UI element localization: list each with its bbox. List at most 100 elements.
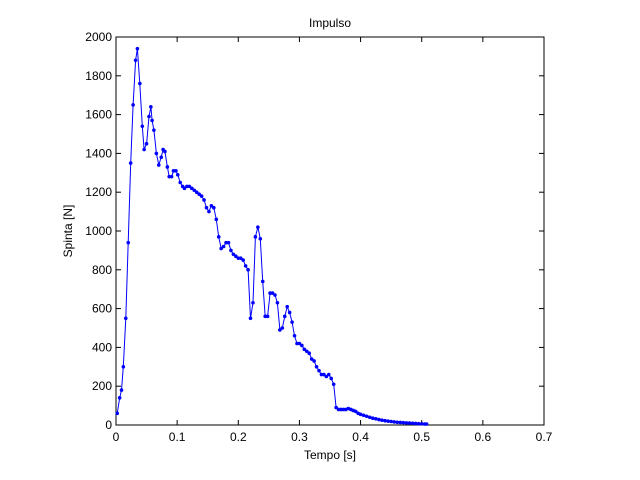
y-tick-label: 400 <box>92 340 112 354</box>
x-tick-label: 0.5 <box>413 430 430 444</box>
data-point <box>258 236 263 241</box>
data-point <box>307 351 312 356</box>
data-point <box>401 420 406 425</box>
data-point <box>317 368 321 373</box>
y-tick-label: 600 <box>92 302 112 316</box>
data-point <box>416 421 421 426</box>
data-point <box>154 151 159 156</box>
data-point <box>187 184 192 189</box>
series-points <box>115 46 429 426</box>
data-point <box>273 293 277 297</box>
data-point <box>207 209 211 214</box>
x-tick-label: 0.7 <box>536 430 553 444</box>
plot-area <box>115 36 545 426</box>
data-point <box>407 421 412 425</box>
data-point <box>371 416 375 421</box>
data-point <box>386 419 390 423</box>
data-point <box>353 409 358 414</box>
data-point <box>278 328 282 332</box>
data-point <box>248 316 253 321</box>
data-point <box>202 198 206 202</box>
data-point <box>246 268 250 272</box>
data-point <box>251 300 255 305</box>
data-point <box>212 205 216 210</box>
data-point <box>334 405 338 410</box>
data-point <box>419 422 424 426</box>
data-point <box>138 81 142 86</box>
data-point <box>147 114 151 119</box>
data-point <box>119 388 124 392</box>
data-point <box>229 248 233 253</box>
data-point <box>322 372 326 377</box>
data-point <box>253 235 258 239</box>
data-point <box>290 320 294 324</box>
data-point <box>194 190 199 194</box>
y-tick-label: 800 <box>92 263 112 277</box>
data-point <box>178 180 182 185</box>
y-tick-label: 1600 <box>85 108 112 122</box>
data-point <box>358 412 363 417</box>
x-tick-label: 0.2 <box>230 430 247 444</box>
data-point <box>287 310 292 315</box>
y-tick-label: 200 <box>92 379 112 393</box>
data-point <box>326 372 331 377</box>
data-point <box>312 359 316 363</box>
data-point <box>163 149 167 154</box>
y-tick-label: 2000 <box>85 30 112 44</box>
data-point <box>265 314 270 319</box>
data-point <box>285 304 290 309</box>
data-point <box>192 188 197 193</box>
data-point <box>282 314 287 319</box>
data-point <box>126 240 131 245</box>
data-point <box>377 417 381 422</box>
data-point <box>190 186 194 191</box>
data-point <box>243 264 248 268</box>
data-point <box>214 217 219 222</box>
data-point <box>238 256 243 260</box>
data-point <box>424 422 429 426</box>
data-point <box>121 365 126 369</box>
data-point <box>292 333 297 338</box>
data-point <box>216 235 221 239</box>
data-point <box>300 343 304 348</box>
x-tick-label: 0.3 <box>291 430 308 444</box>
data-point <box>159 155 164 160</box>
data-point <box>221 244 226 249</box>
y-tick-label: 1200 <box>85 185 112 199</box>
x-tick-label: 0.6 <box>475 430 492 444</box>
data-point <box>331 382 336 387</box>
data-point <box>324 374 329 379</box>
data-point <box>380 418 384 422</box>
data-point <box>165 165 170 169</box>
data-point <box>149 105 153 109</box>
data-point <box>374 416 378 421</box>
data-point <box>404 421 409 425</box>
data-point <box>392 420 397 424</box>
chart-title: Impulso <box>309 16 351 30</box>
data-point <box>123 316 128 321</box>
x-tick-label: 0 <box>113 430 120 444</box>
data-point <box>169 174 174 179</box>
data-point <box>157 163 161 167</box>
data-point <box>256 225 260 229</box>
data-point <box>304 349 309 354</box>
data-point <box>270 291 275 295</box>
data-point <box>410 421 415 426</box>
data-point <box>175 172 180 177</box>
data-point <box>302 347 307 352</box>
data-point <box>152 128 156 132</box>
data-point <box>367 415 372 420</box>
data-point <box>297 341 302 346</box>
data-point <box>234 254 238 259</box>
data-point <box>144 141 149 146</box>
data-point <box>241 258 245 262</box>
data-point <box>182 186 187 191</box>
data-point <box>135 46 140 51</box>
data-point <box>395 420 400 425</box>
y-axis-label: Spinta [N] <box>61 205 75 258</box>
data-point <box>140 124 145 129</box>
data-point <box>117 396 122 400</box>
y-tick-label: 1000 <box>85 224 112 238</box>
data-point <box>199 194 204 198</box>
data-point <box>260 279 265 284</box>
